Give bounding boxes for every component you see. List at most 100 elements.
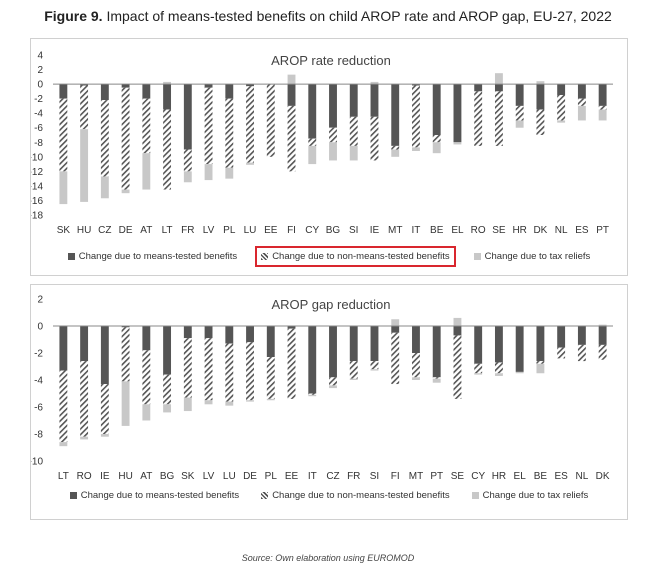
bar-tax-reliefs [391, 149, 400, 157]
y-tick-label: 0 [37, 80, 43, 91]
bar-tax-reliefs [121, 381, 130, 426]
y-tick-label: -10 [31, 152, 43, 163]
bar-tax-reliefs [370, 369, 379, 371]
bar-tax-reliefs [391, 319, 400, 326]
x-tick-label: SK [57, 225, 71, 236]
x-tick-label: HR [492, 471, 506, 482]
x-tick-label: EL [451, 225, 464, 236]
bar-non-means-tested [100, 100, 109, 177]
bar-non-means-tested [80, 85, 89, 130]
bar-non-means-tested [163, 109, 172, 190]
bar-means-tested [391, 84, 400, 146]
bar-tax-reliefs [329, 385, 337, 389]
bar-tax-reliefs [453, 317, 462, 326]
legend-swatch-non-means-tested [261, 492, 269, 499]
legend-swatch-tax-reliefs [473, 253, 481, 260]
x-tick-label: DE [119, 225, 133, 236]
bar-non-means-tested [474, 363, 483, 374]
bar-non-means-tested [80, 361, 89, 437]
x-tick-label: RO [77, 471, 92, 482]
legend-item-means-tested: Change due to means-tested benefits [66, 487, 243, 504]
chart-title: AROP gap reduction [272, 297, 391, 312]
y-tick-label: -12 [31, 167, 43, 178]
x-tick-label: HR [512, 225, 526, 236]
bar-means-tested [329, 84, 337, 128]
x-tick-label: AT [140, 471, 152, 482]
bar-tax-reliefs [246, 162, 254, 165]
bar-means-tested [349, 326, 358, 362]
bar-non-means-tested [412, 353, 420, 378]
x-tick-label: FI [287, 225, 296, 236]
bar-non-means-tested [370, 116, 379, 161]
x-tick-label: SI [349, 225, 358, 236]
bar-means-tested [474, 326, 483, 364]
bar-tax-reliefs [59, 442, 68, 447]
x-tick-label: LU [223, 471, 236, 482]
bar-means-tested [100, 326, 109, 385]
y-tick-label: 2 [37, 295, 43, 306]
bar-non-means-tested [349, 361, 358, 379]
bar-means-tested [474, 84, 483, 92]
bar-means-tested [225, 84, 234, 99]
arop-gap-chart: AROP gap reduction 2 0 -2 -4 -6 -8 -10 LT RO IE HU A… [31, 295, 613, 482]
bar-non-means-tested [183, 338, 192, 398]
x-tick-label: LU [244, 225, 257, 236]
x-tick-label: NL [555, 225, 568, 236]
x-tick-label: FR [181, 225, 194, 236]
legend-label-non-means-tested: Change due to non-means-tested benefits [272, 251, 450, 262]
bar-tax-reliefs [557, 120, 566, 123]
x-tick-label: AT [140, 225, 152, 236]
bar-tax-reliefs [370, 81, 379, 85]
bar-non-means-tested [474, 91, 483, 146]
bar-tax-reliefs [536, 81, 545, 85]
x-tick-label: BE [534, 471, 548, 482]
bar-non-means-tested [370, 361, 379, 370]
bar-non-means-tested [163, 374, 172, 405]
x-tick-label: CZ [326, 471, 339, 482]
bar-non-means-tested [557, 95, 566, 121]
bar-non-means-tested [432, 377, 441, 379]
bar-tax-reliefs [204, 164, 213, 181]
bar-tax-reliefs [142, 404, 151, 421]
bar-means-tested [59, 326, 68, 371]
x-tick-label: IT [308, 471, 317, 482]
y-tick-label: -2 [34, 349, 43, 360]
bar-tax-reliefs [246, 400, 254, 402]
bar-non-means-tested [142, 350, 151, 405]
bar-non-means-tested [246, 342, 254, 401]
bar-non-means-tested [515, 105, 524, 121]
bar-non-means-tested [412, 85, 420, 148]
bar-means-tested [308, 84, 317, 139]
bar-means-tested [391, 326, 400, 333]
bar-non-means-tested [100, 384, 109, 434]
bar-tax-reliefs [349, 378, 358, 380]
bar-tax-reliefs [204, 400, 213, 405]
bar-tax-reliefs [183, 397, 192, 412]
y-tick-label: -18 [31, 211, 43, 222]
bar-means-tested [432, 326, 441, 378]
x-tick-label: NL [575, 471, 588, 482]
y-tick-label: -4 [34, 376, 43, 387]
bar-tax-reliefs [494, 373, 503, 376]
x-tick-label: SI [370, 471, 379, 482]
bar-non-means-tested [308, 393, 317, 395]
x-tick-label: RO [471, 225, 486, 236]
bar-means-tested [142, 326, 151, 351]
bar-means-tested [80, 326, 89, 362]
bar-tax-reliefs [142, 153, 151, 190]
y-tick-label: -6 [34, 123, 43, 134]
legend-label-non-means-tested: Change due to non-means-tested benefits [272, 490, 450, 501]
bar-non-means-tested [391, 332, 400, 385]
legend-item-tax-reliefs: Change due to tax reliefs [468, 487, 593, 504]
bar-means-tested [121, 84, 130, 88]
bar-means-tested [183, 84, 192, 150]
x-tick-label: IE [100, 471, 110, 482]
bar-means-tested [287, 326, 296, 329]
bar-means-tested [80, 84, 89, 86]
bar-means-tested [246, 84, 254, 87]
x-tick-label: IT [412, 225, 421, 236]
legend-label-tax-reliefs: Change due to tax reliefs [484, 251, 591, 262]
bar-means-tested [163, 326, 172, 375]
bar-tax-reliefs [59, 171, 68, 205]
bar-means-tested [515, 326, 524, 372]
